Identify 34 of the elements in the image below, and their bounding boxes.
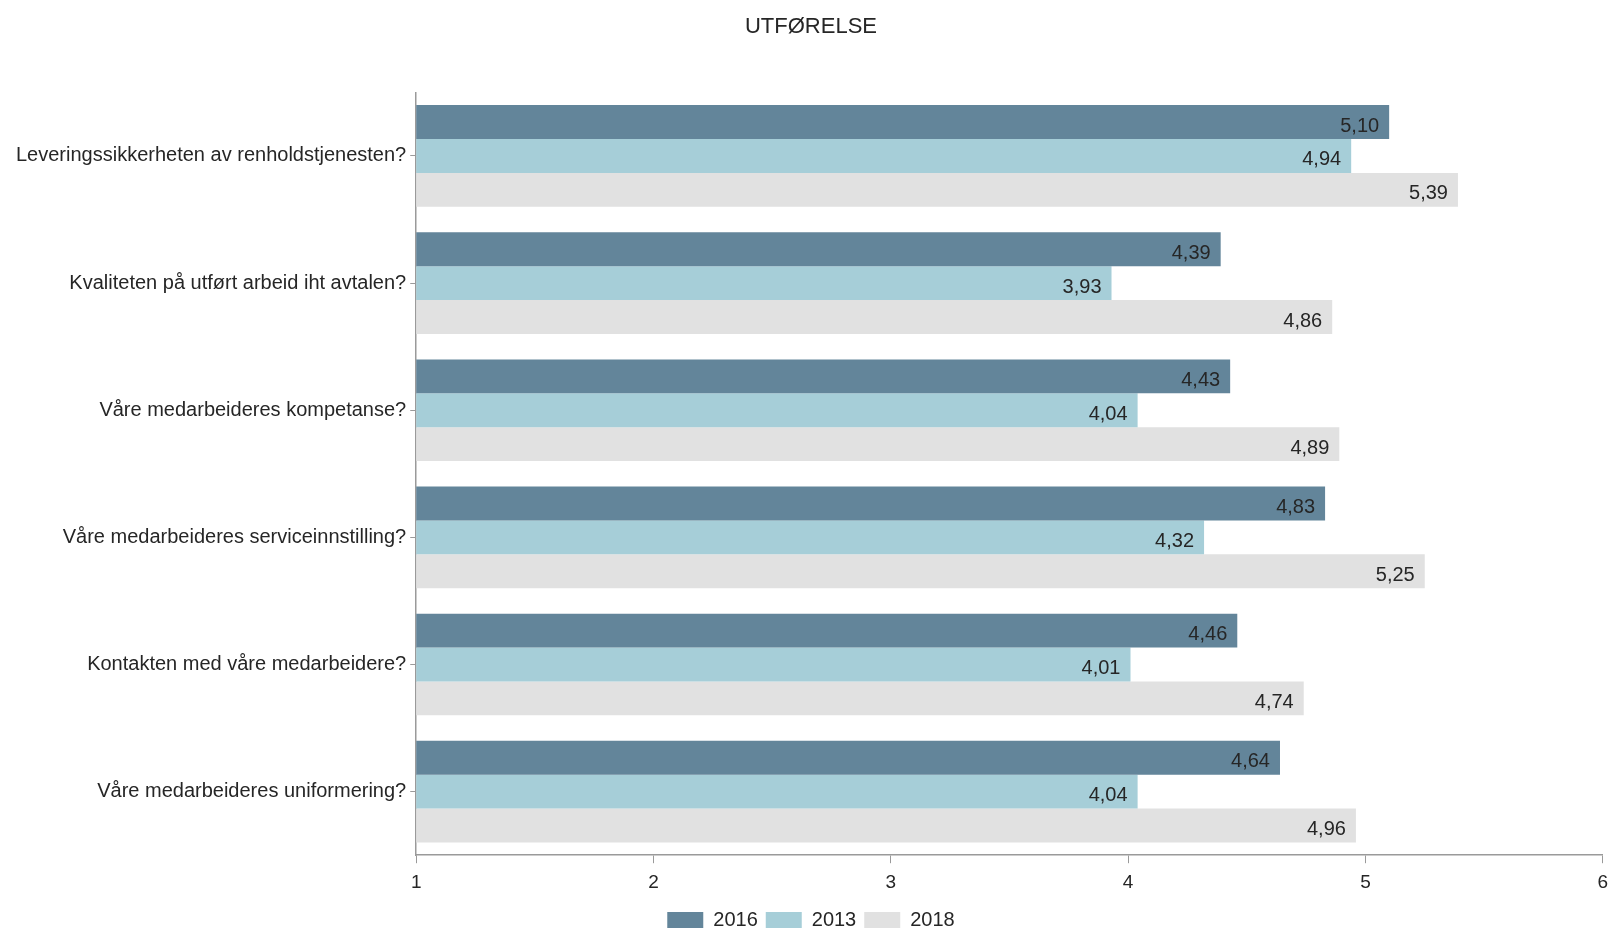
- x-tick-label: 5: [1360, 870, 1371, 892]
- chart-title: UTFØRELSE: [744, 13, 878, 39]
- y-tick-label: Leveringssikkerheten av renholdstjenesten?: [15, 143, 407, 166]
- data-label: 5,25: [1375, 562, 1415, 585]
- data-label: 5,10: [1340, 113, 1380, 136]
- data-label: 4,46: [1188, 622, 1228, 645]
- data-label: 4,04: [1088, 401, 1128, 424]
- legend-label: 2016: [713, 907, 758, 930]
- data-label: 3,93: [1062, 274, 1102, 297]
- data-label: 4,01: [1081, 656, 1121, 679]
- data-label: 4,74: [1254, 689, 1294, 712]
- data-label: 4,89: [1290, 435, 1330, 458]
- data-label: 4,96: [1306, 817, 1346, 840]
- data-label: 4,39: [1171, 240, 1211, 263]
- legend-label: 2013: [811, 907, 857, 930]
- data-label: 4,04: [1088, 783, 1128, 806]
- x-tick-label: 4: [1122, 870, 1134, 892]
- y-tick-label: Våre medarbeideres uniformering?: [97, 779, 407, 802]
- data-label: 5,39: [1409, 181, 1448, 204]
- y-tick-label: Våre medarbeideres serviceinnstilling?: [62, 524, 407, 547]
- data-label: 4,43: [1181, 367, 1221, 390]
- x-tick-label: 2: [648, 870, 659, 892]
- data-label: 4,86: [1283, 308, 1323, 331]
- y-tick-label: Våre medarbeideres kompetanse?: [99, 397, 407, 420]
- data-label: 4,32: [1155, 528, 1195, 551]
- y-tick-label: Kontakten med våre medarbeidere?: [87, 652, 407, 675]
- data-label: 4,83: [1276, 494, 1316, 517]
- data-label: 4,64: [1231, 749, 1270, 772]
- data-label: 4,94: [1302, 147, 1342, 170]
- y-tick-label: Kvaliteten på utført arbeid iht avtalen?: [69, 270, 407, 293]
- legend-label: 2018: [910, 907, 955, 930]
- x-tick-label: 1: [410, 870, 422, 892]
- x-tick-label: 6: [1597, 870, 1609, 892]
- x-tick-label: 3: [885, 870, 897, 892]
